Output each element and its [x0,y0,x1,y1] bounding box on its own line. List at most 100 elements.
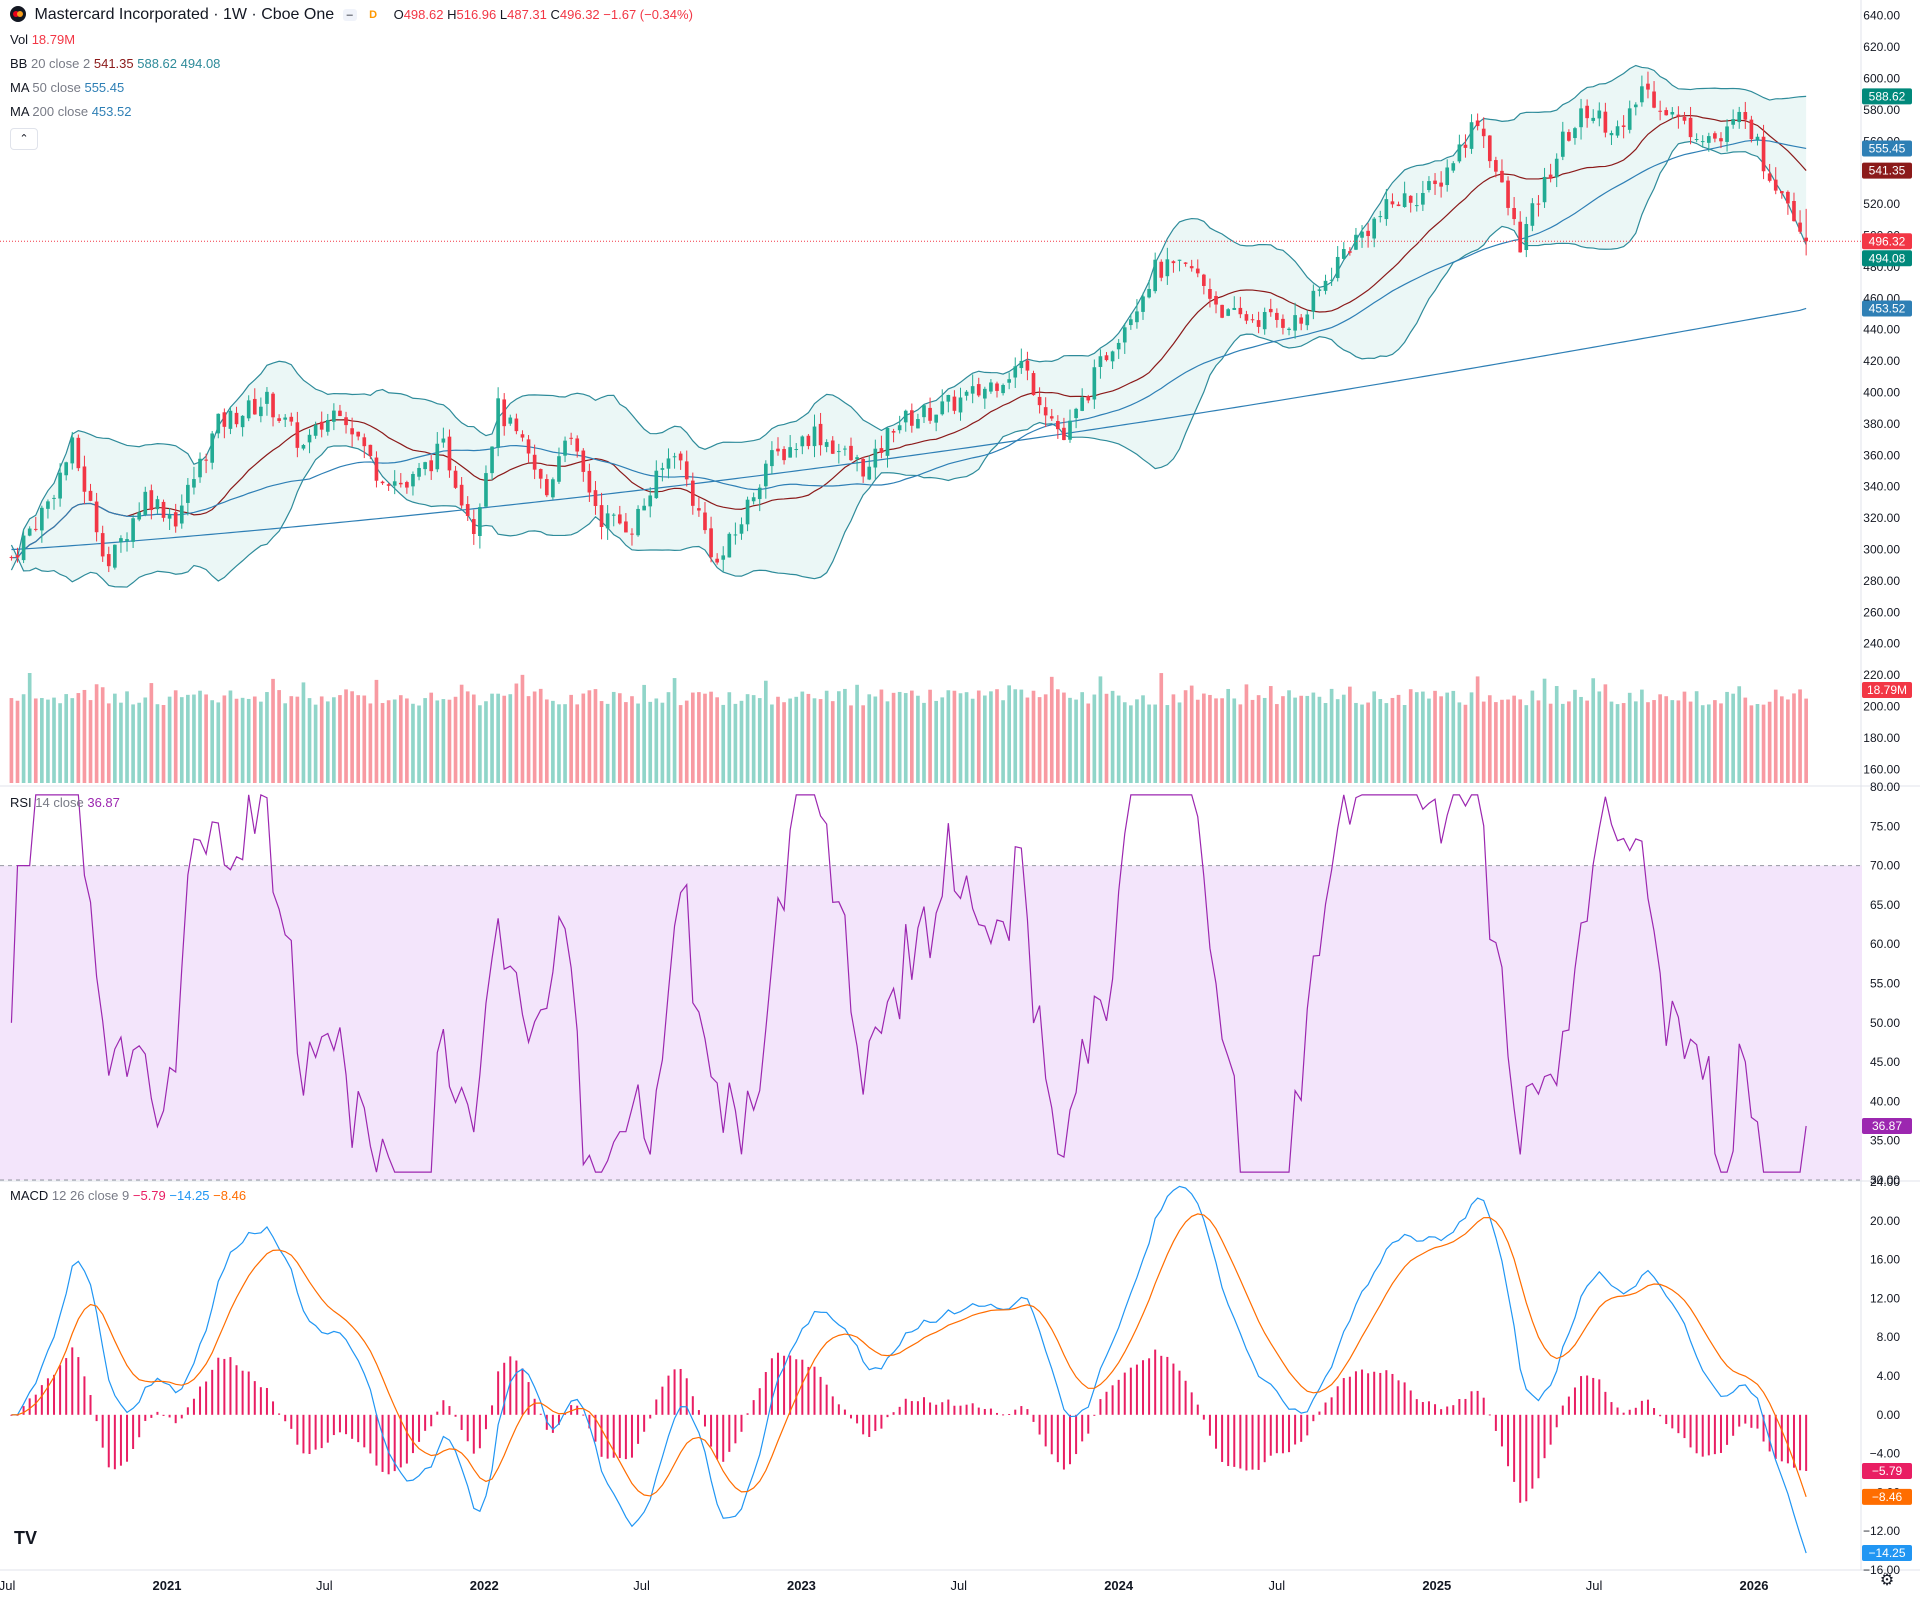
candle-body [1110,351,1115,362]
macd-hist-bar [539,1413,542,1415]
candle-body [478,507,482,536]
volume-bar [417,705,421,783]
macd-hist-bar [868,1414,871,1437]
macd-hist-bar [1695,1414,1698,1454]
volume-bar [1494,702,1498,783]
macd-hist-bar [1525,1414,1528,1502]
volume-bar [94,684,99,783]
volume-bar [1755,704,1760,783]
macd-hist-bar [929,1402,932,1415]
candle-body [867,466,872,480]
macd-hist-bar [199,1386,202,1415]
candle-body [1323,280,1328,291]
macd-hist-bar [582,1414,585,1416]
macd-hist-bar [703,1414,706,1427]
candle-body [1573,128,1577,139]
legend-bollinger[interactable]: BB 20 close 2 541.35 588.62 494.08 [10,56,221,71]
macd-hist-bar [813,1366,816,1415]
legend-ma200[interactable]: MA 200 close 453.52 [10,104,132,119]
candle-body [1457,144,1462,162]
symbol-title[interactable]: Mastercard Incorporated · 1W · Cboe One [34,6,335,23]
volume-bar [1220,698,1224,783]
candle-body [289,416,294,422]
candle-body [1056,421,1060,430]
volume-bar [532,691,537,783]
volume-bar [605,703,610,783]
candle-body [179,505,184,524]
volume-bar [1743,697,1748,783]
collapse-legend-button[interactable]: ⌃ [10,128,38,150]
tradingview-logo-icon[interactable]: TV [14,1528,38,1548]
macd-hist-bar [1476,1390,1479,1415]
macd-hist-bar [740,1414,743,1432]
volume-bar [1700,705,1705,783]
macd-hist-bar [466,1414,469,1442]
candle-body [1439,182,1443,187]
volume-bar [824,690,829,783]
macd-hist-bar [1397,1380,1400,1415]
volume-bar [1049,676,1054,783]
volume-bar [252,696,257,783]
macd-hist-bar [1507,1414,1510,1467]
macd-signal-label-bg [1862,1488,1912,1505]
gear-icon[interactable]: ⚙ [1879,1572,1895,1589]
macd-hist-bar [119,1414,122,1466]
volume-bar [210,700,215,783]
macd-hist-bar [527,1382,530,1415]
candle-body [727,533,732,558]
candle-body [15,555,20,558]
volume-bar [259,701,263,783]
volume-bar [1299,695,1304,783]
volume-bar [1773,689,1778,783]
candle-body [1640,86,1644,103]
macd-hist-bar [241,1370,244,1415]
macd-hist-bar [478,1414,481,1449]
macd-hist-bar [156,1411,159,1415]
volume-bar [666,692,671,783]
candle-body [362,437,367,447]
legend-macd[interactable]: MACD 12 26 close 9 −5.79 −14.25 −8.46 [10,1188,247,1203]
volume-bar [1214,698,1218,783]
volume-bar [277,690,281,783]
macd-hist-bar [1294,1414,1297,1445]
price-tick-label: 280.00 [1863,574,1900,588]
volume-bar [228,690,233,783]
macd-hist-bar [345,1414,348,1435]
volume-bar [1524,705,1529,783]
macd-hist-bar [296,1414,299,1445]
candle-body [350,428,354,435]
candles [9,71,1808,573]
macd-hist-bar [1069,1414,1072,1465]
minus-icon[interactable]: – [342,9,357,21]
volume-bar [496,693,500,783]
macd-hist-bar [1555,1414,1558,1428]
candle-body [143,491,148,515]
candle-body [252,398,257,415]
macd-hist-bar [484,1414,487,1430]
volume-bar [167,696,172,783]
volume-bar [173,690,178,783]
rsi-tick-label: 65.00 [1870,898,1900,912]
legend-volume[interactable]: Vol 18.79M [10,32,76,47]
candle-body [325,420,330,432]
macd-hist-bar [1239,1414,1242,1469]
macd-hist-bar [1598,1379,1601,1415]
macd-hist-bar [1348,1376,1351,1415]
volume-bar [922,702,926,783]
candle-body [1536,203,1541,205]
macd-hist-bar [570,1405,573,1415]
candle-body [587,470,592,493]
macd-hist-bar [1062,1414,1065,1470]
macd-hist-bar [1513,1414,1516,1482]
rsi-tick-label: 75.00 [1870,819,1900,833]
volume-bar [611,691,616,783]
candle-body [824,442,829,447]
volume-bar [1238,704,1243,783]
macd-hist-bar [989,1408,992,1415]
candle-body [1530,203,1535,226]
legend-rsi[interactable]: RSI 14 close 36.87 [10,795,120,810]
volume-bar [916,695,920,783]
legend-ma50[interactable]: MA 50 close 555.45 [10,80,125,95]
